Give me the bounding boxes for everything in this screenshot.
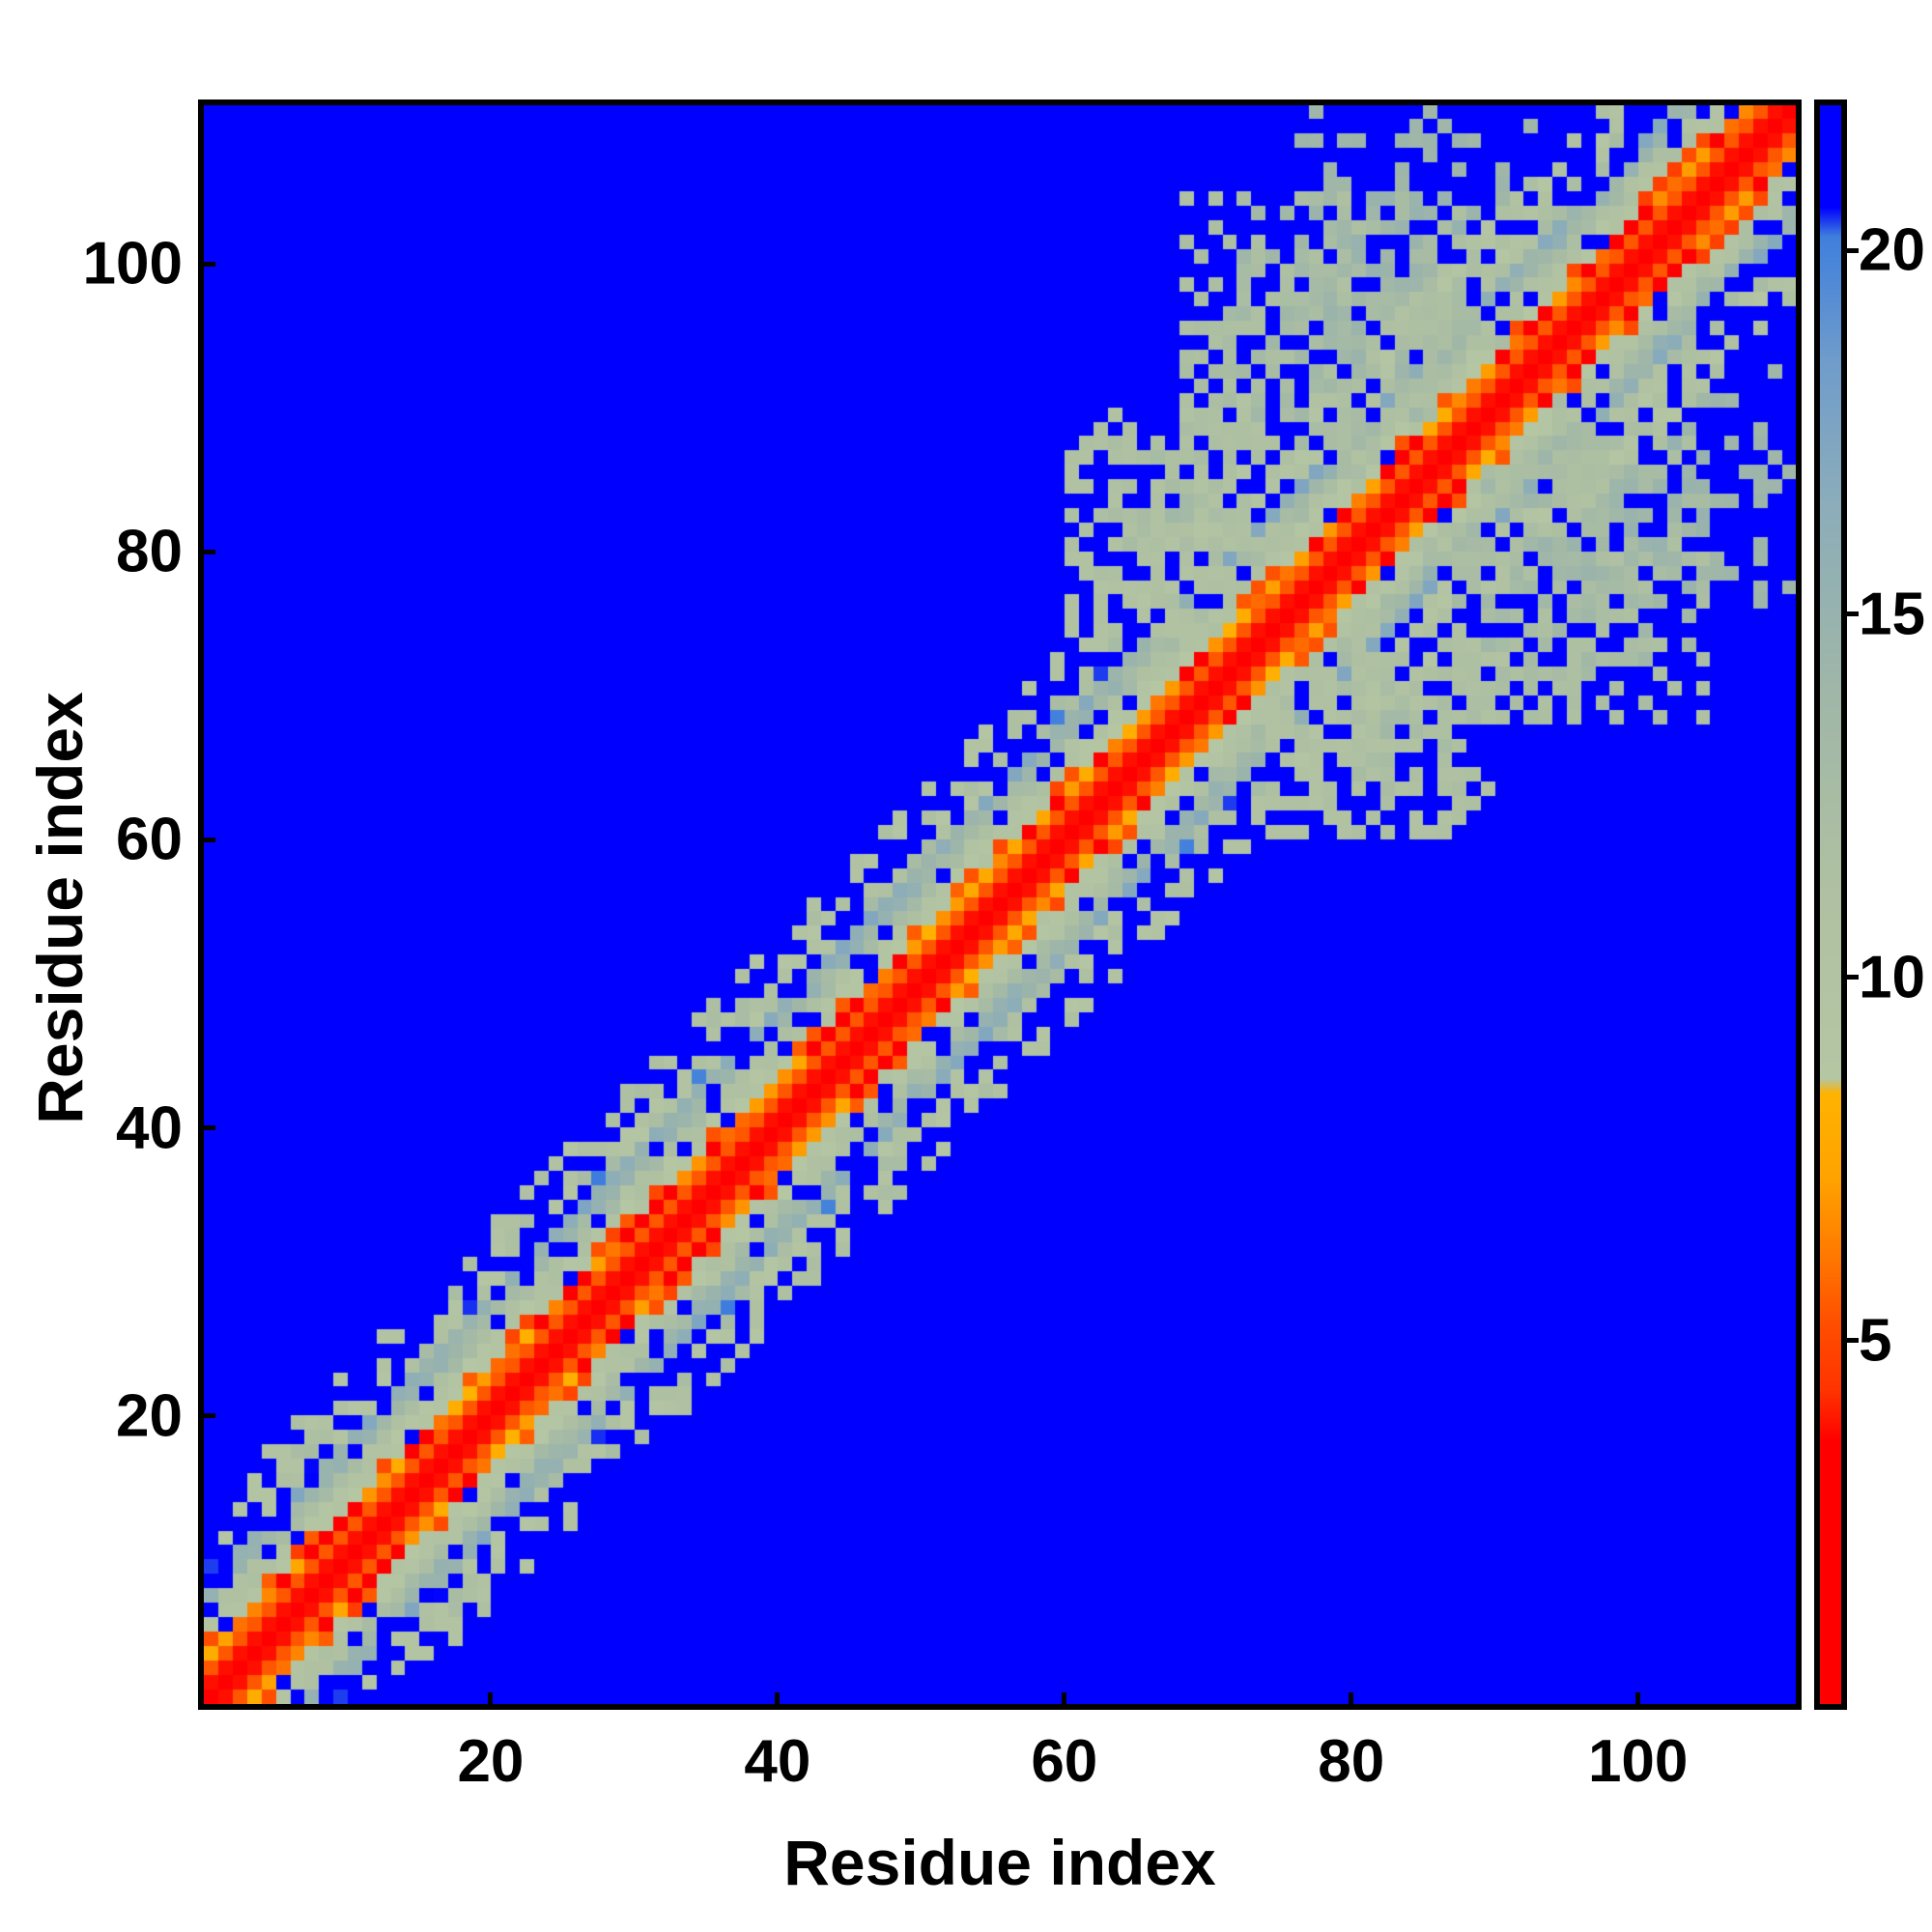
x-tick-label: 60 — [1031, 1728, 1098, 1795]
x-tick-mark — [1635, 1692, 1641, 1710]
y-tick-label: 100 — [82, 230, 183, 298]
colorbar-tick-label: 15 — [1859, 581, 1925, 648]
y-tick-mark — [198, 549, 215, 554]
x-tick-label: 100 — [1587, 1728, 1689, 1795]
colorbar[interactable] — [1814, 99, 1847, 1710]
x-tick-mark — [488, 1692, 494, 1710]
colorbar-gradient — [1820, 105, 1841, 1704]
colorbar-tick-mark — [1845, 611, 1859, 617]
colorbar-tick-label: 5 — [1859, 1307, 1892, 1375]
x-tick-mark — [775, 1692, 781, 1710]
heatmap-canvas[interactable] — [204, 105, 1796, 1704]
x-tick-mark — [1349, 1692, 1354, 1710]
x-tick-mark — [1062, 1692, 1067, 1710]
x-tick-label: 20 — [457, 1728, 525, 1795]
x-tick-label: 80 — [1318, 1728, 1385, 1795]
y-tick-mark — [198, 261, 215, 267]
colorbar-tick-label: 10 — [1859, 944, 1925, 1011]
x-tick-label: 40 — [744, 1728, 811, 1795]
x-axis-title: Residue index — [783, 1827, 1216, 1898]
y-tick-mark — [198, 1125, 215, 1131]
colorbar-tick-mark — [1845, 247, 1859, 253]
y-axis-title: Residue index — [24, 692, 96, 1124]
y-tick-mark — [198, 1413, 215, 1419]
heatmap-plot-area[interactable] — [198, 99, 1802, 1710]
y-tick-label: 60 — [116, 806, 183, 873]
y-tick-label: 80 — [116, 518, 183, 585]
colorbar-tick-mark — [1845, 975, 1859, 980]
y-tick-label: 40 — [116, 1094, 183, 1162]
colorbar-tick-mark — [1845, 1338, 1859, 1344]
y-tick-label: 20 — [116, 1382, 183, 1450]
y-tick-mark — [198, 837, 215, 842]
colorbar-tick-label: 20 — [1859, 216, 1925, 284]
